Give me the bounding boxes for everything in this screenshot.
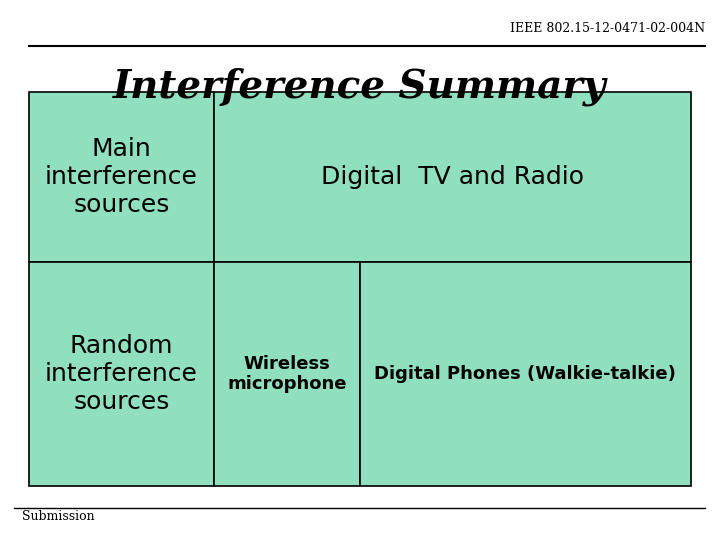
- Text: Digital  TV and Radio: Digital TV and Radio: [321, 165, 584, 189]
- Text: Wireless
microphone: Wireless microphone: [228, 355, 347, 394]
- FancyBboxPatch shape: [29, 92, 214, 262]
- FancyBboxPatch shape: [214, 262, 360, 486]
- FancyBboxPatch shape: [360, 262, 691, 486]
- Text: Main
interference
sources: Main interference sources: [45, 137, 198, 217]
- FancyBboxPatch shape: [214, 92, 691, 262]
- Text: Interference Summary: Interference Summary: [113, 68, 607, 106]
- Text: Submission: Submission: [22, 510, 94, 523]
- Text: IEEE 802.15-12-0471-02-004N: IEEE 802.15-12-0471-02-004N: [510, 22, 706, 35]
- Text: Digital Phones (Walkie-talkie): Digital Phones (Walkie-talkie): [374, 365, 676, 383]
- FancyBboxPatch shape: [29, 262, 214, 486]
- Text: Random
interference
sources: Random interference sources: [45, 334, 198, 414]
